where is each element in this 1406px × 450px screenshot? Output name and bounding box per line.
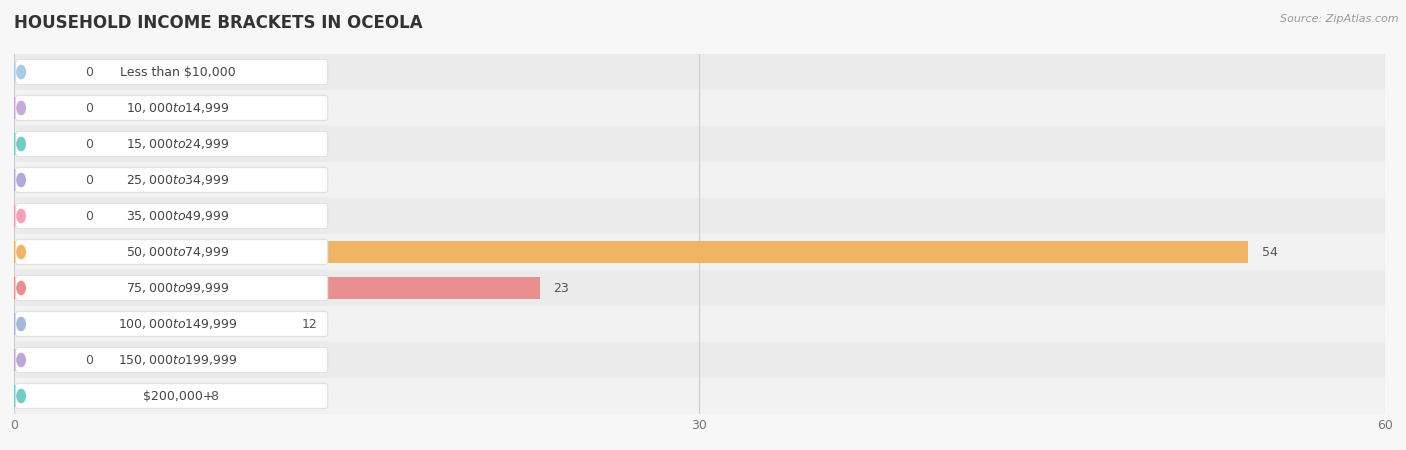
- Text: 0: 0: [84, 66, 93, 78]
- Bar: [14, 205, 72, 227]
- Circle shape: [17, 137, 25, 151]
- Bar: [14, 169, 72, 191]
- Bar: [14, 241, 1249, 263]
- Text: $50,000 to $74,999: $50,000 to $74,999: [127, 245, 229, 259]
- Text: 0: 0: [84, 102, 93, 114]
- Bar: [14, 198, 1385, 234]
- Circle shape: [17, 173, 25, 187]
- Circle shape: [17, 281, 25, 295]
- Bar: [14, 234, 1385, 270]
- FancyBboxPatch shape: [15, 168, 328, 192]
- Bar: [14, 54, 1385, 90]
- Text: $35,000 to $49,999: $35,000 to $49,999: [127, 209, 229, 223]
- Bar: [14, 385, 197, 407]
- FancyBboxPatch shape: [15, 384, 328, 408]
- FancyBboxPatch shape: [15, 240, 328, 264]
- Circle shape: [17, 245, 25, 259]
- Text: HOUSEHOLD INCOME BRACKETS IN OCEOLA: HOUSEHOLD INCOME BRACKETS IN OCEOLA: [14, 14, 423, 32]
- Text: 0: 0: [84, 210, 93, 222]
- FancyBboxPatch shape: [15, 348, 328, 372]
- Bar: [14, 306, 1385, 342]
- Bar: [14, 126, 1385, 162]
- Bar: [14, 97, 72, 119]
- Bar: [14, 277, 540, 299]
- Circle shape: [17, 209, 25, 223]
- Text: 54: 54: [1261, 246, 1278, 258]
- Bar: [14, 270, 1385, 306]
- Bar: [14, 133, 72, 155]
- Text: 12: 12: [302, 318, 318, 330]
- Circle shape: [17, 353, 25, 367]
- Text: 0: 0: [84, 138, 93, 150]
- FancyBboxPatch shape: [15, 204, 328, 228]
- Text: $15,000 to $24,999: $15,000 to $24,999: [127, 137, 229, 151]
- Text: 23: 23: [554, 282, 569, 294]
- Bar: [14, 342, 1385, 378]
- Bar: [14, 61, 72, 83]
- Text: 0: 0: [84, 354, 93, 366]
- Circle shape: [17, 101, 25, 115]
- Bar: [14, 313, 288, 335]
- FancyBboxPatch shape: [15, 60, 328, 84]
- Bar: [14, 162, 1385, 198]
- Bar: [14, 90, 1385, 126]
- Text: $75,000 to $99,999: $75,000 to $99,999: [127, 281, 229, 295]
- Text: $150,000 to $199,999: $150,000 to $199,999: [118, 353, 238, 367]
- FancyBboxPatch shape: [15, 132, 328, 156]
- Text: Source: ZipAtlas.com: Source: ZipAtlas.com: [1281, 14, 1399, 23]
- FancyBboxPatch shape: [15, 276, 328, 300]
- Text: $200,000+: $200,000+: [142, 390, 214, 402]
- Text: $25,000 to $34,999: $25,000 to $34,999: [127, 173, 229, 187]
- Text: $10,000 to $14,999: $10,000 to $14,999: [127, 101, 229, 115]
- Bar: [14, 378, 1385, 414]
- FancyBboxPatch shape: [15, 96, 328, 120]
- Text: Less than $10,000: Less than $10,000: [120, 66, 236, 78]
- Text: 0: 0: [84, 174, 93, 186]
- Circle shape: [17, 65, 25, 79]
- Bar: [14, 349, 72, 371]
- Text: $100,000 to $149,999: $100,000 to $149,999: [118, 317, 238, 331]
- Circle shape: [17, 317, 25, 331]
- Circle shape: [17, 389, 25, 403]
- FancyBboxPatch shape: [15, 312, 328, 336]
- Text: 8: 8: [211, 390, 218, 402]
